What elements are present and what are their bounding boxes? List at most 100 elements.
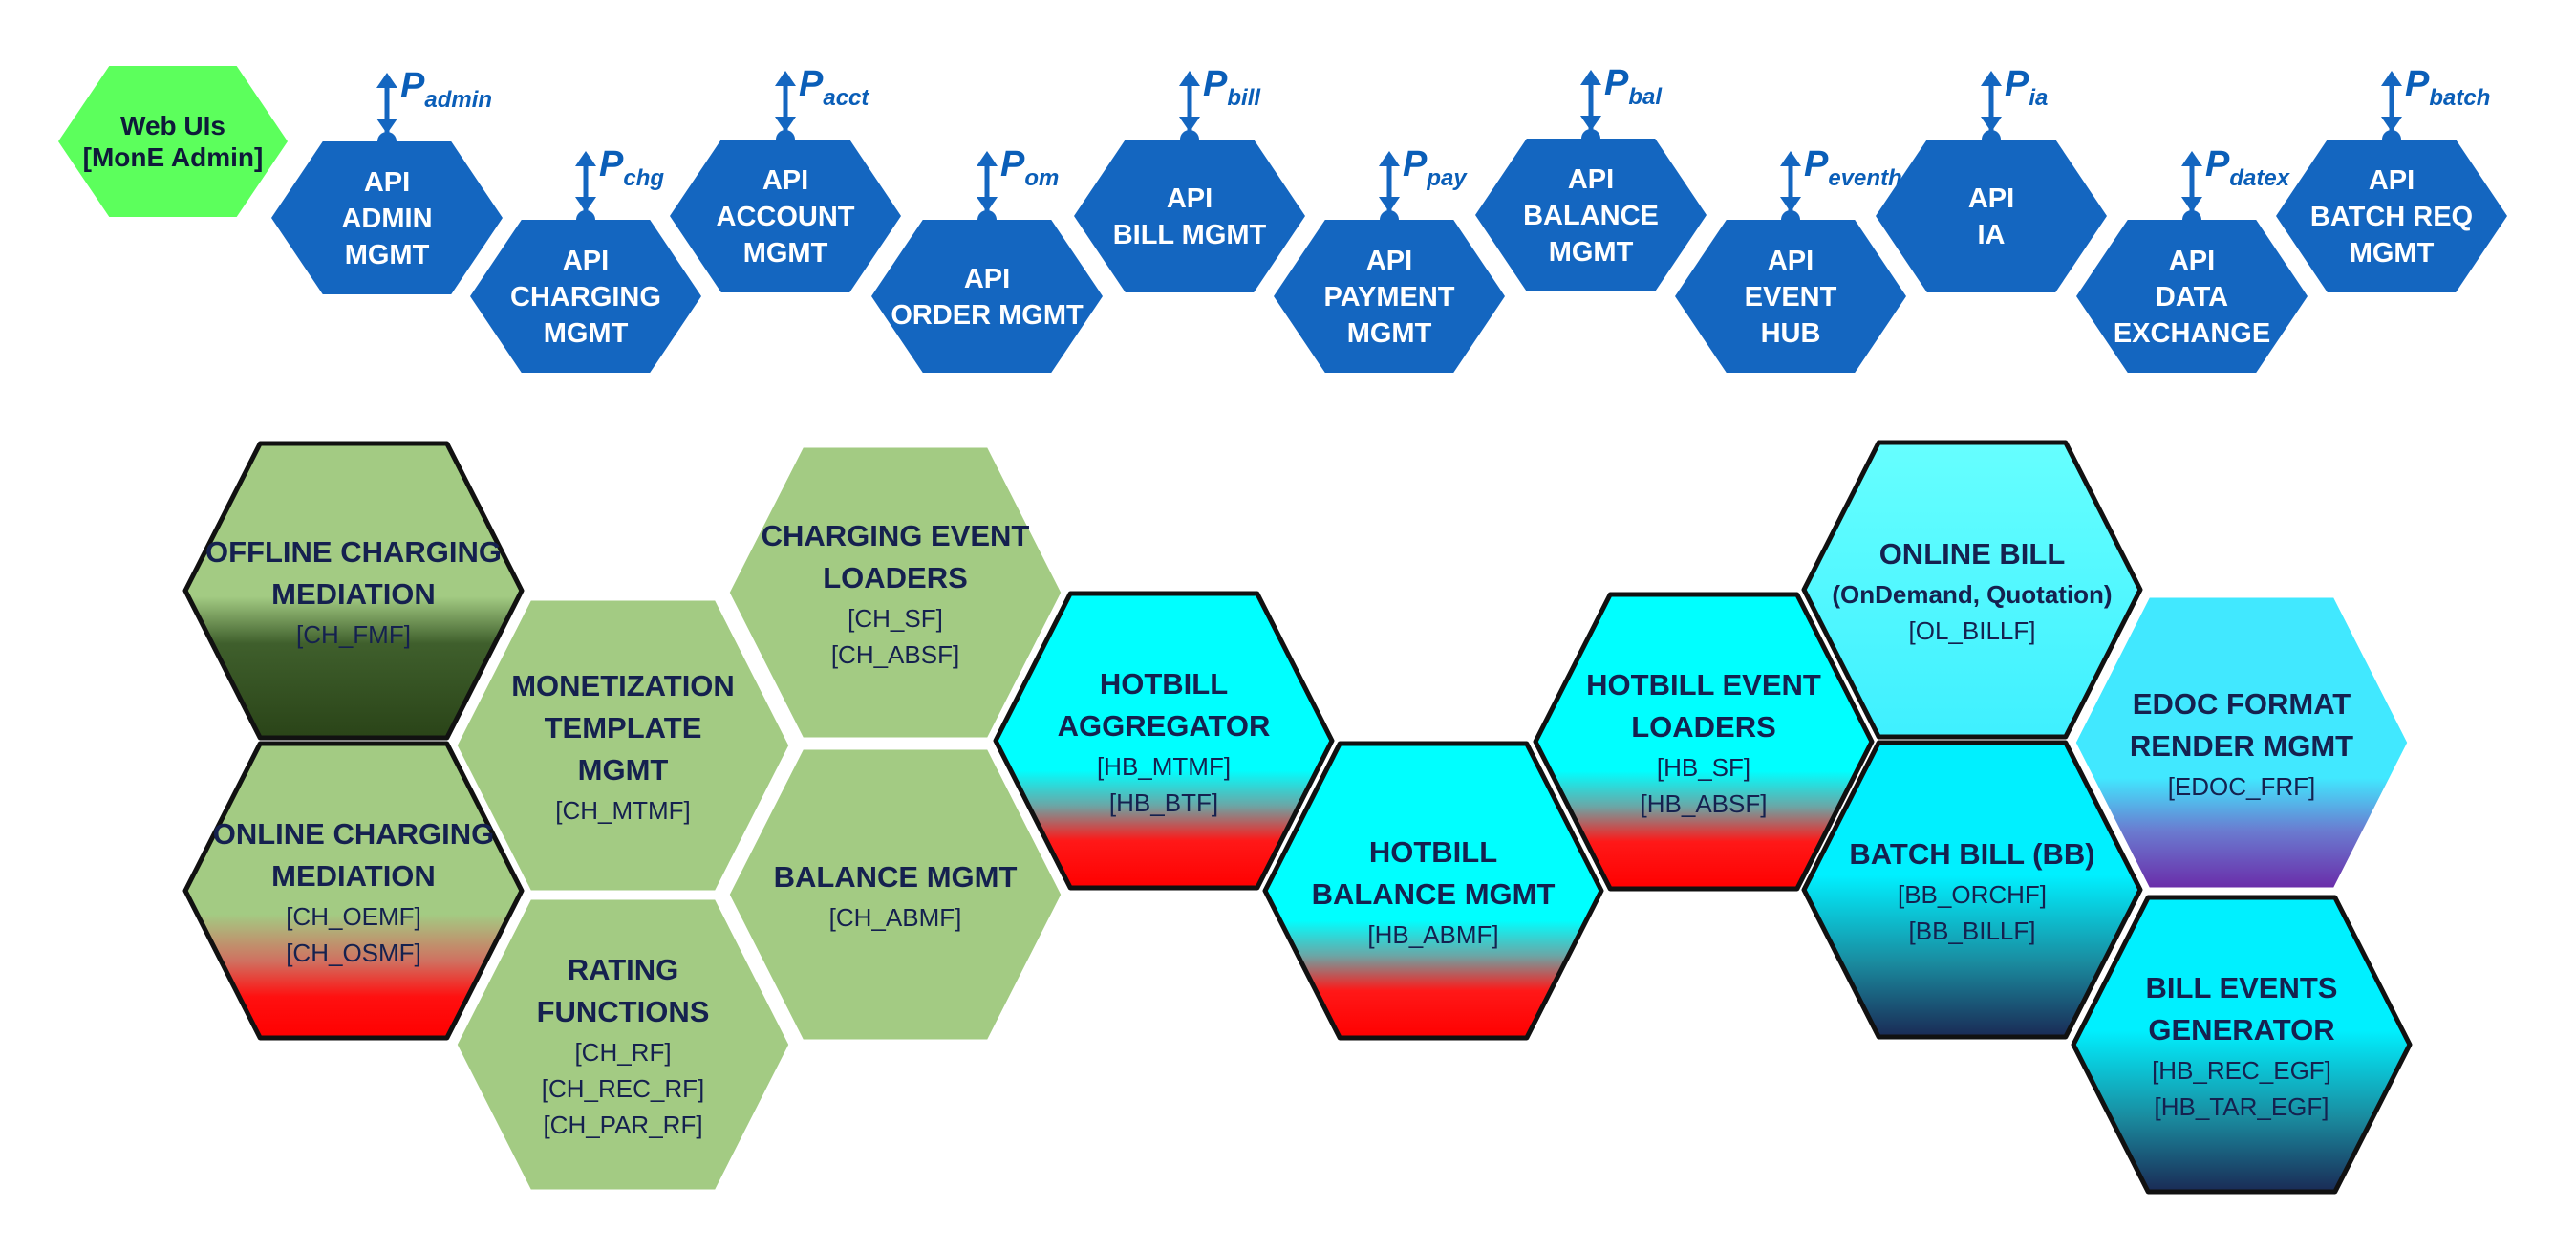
service-code: [HB_ABMF]	[1367, 920, 1498, 949]
api-balance-hexagon: Pbal API BALANCE MGMT	[1475, 63, 1707, 291]
api-account-label-line: ACCOUNT	[717, 202, 855, 232]
api-order-shape	[871, 220, 1103, 373]
service-hotbill-aggregator-hexagon: HOTBILL AGGREGATOR [HB_MTMF] [HB_BTF]	[993, 591, 1335, 891]
api-balance-label-line: BALANCE	[1523, 201, 1659, 231]
port-arrow-head-up	[1580, 70, 1601, 85]
service-title-line: OFFLINE CHARGING	[205, 535, 502, 569]
api-ia-label-line: IA	[1978, 220, 2006, 250]
port-label-main: P	[2205, 144, 2230, 184]
port-label-main: P	[400, 66, 425, 106]
service-hotbill-event-loaders-hexagon: HOTBILL EVENT LOADERS [HB_SF] [HB_ABSF]	[1533, 592, 1875, 892]
service-layer: OFFLINE CHARGING MEDIATION [CH_FMF] ONLINE …	[182, 440, 2413, 1195]
service-code: [CH_RF]	[574, 1038, 671, 1067]
service-title-line: HOTBILL	[1100, 667, 1228, 701]
port-label: Ppay	[1403, 144, 1468, 191]
port-label-sub: acct	[823, 85, 869, 111]
service-code: [CH_MTMF]	[555, 796, 691, 825]
api-datex-label-line: DATA	[2156, 282, 2228, 313]
api-order-label-line: API	[964, 264, 1010, 294]
service-title-line: BATCH BILL (BB)	[1849, 837, 2094, 871]
web-ui-label: Web UIs	[120, 111, 225, 140]
api-account-label-line: API	[762, 165, 808, 196]
port-arrow-head-down	[2181, 197, 2202, 212]
port-arrow-head-down	[1179, 117, 1200, 132]
api-eventhub-shape	[1675, 220, 1906, 373]
service-hotbill-event-loaders-shape	[1533, 592, 1875, 892]
port-label-sub: datex	[2229, 165, 2290, 191]
api-payment-shape	[1274, 220, 1505, 373]
service-title-line: HOTBILL	[1369, 835, 1497, 869]
service-code: [HB_REC_EGF]	[2152, 1056, 2331, 1085]
service-charging-event-loaders-shape	[724, 443, 1066, 743]
port-arrow-head-up	[1379, 151, 1400, 166]
service-title-line: ONLINE BILL	[1879, 537, 2066, 571]
service-rating-functions-shape	[452, 895, 794, 1195]
api-admin-shape	[271, 141, 503, 294]
port-arrow-head-down	[1780, 197, 1801, 212]
api-charging-label-line: MGMT	[544, 318, 629, 349]
service-monetization-template-mgmt-shape	[452, 595, 794, 896]
port-label-main: P	[2405, 64, 2430, 104]
service-batch-bill-hexagon: BATCH BILL (BB) [BB_ORCHF] [BB_BILLF]	[1801, 740, 2143, 1040]
port-label-sub: ia	[2029, 85, 2048, 111]
service-code: [BB_BILLF]	[1909, 917, 2036, 945]
service-title-line: LOADERS	[1631, 710, 1776, 744]
api-eventhub-label-line: HUB	[1761, 318, 1821, 349]
api-admin-hexagon: Padmin API ADMIN MGMT	[271, 66, 503, 294]
api-eventhub-label-line: API	[1768, 246, 1814, 276]
port-label-main: P	[1403, 144, 1428, 184]
service-batch-bill-shape	[1801, 740, 2143, 1040]
service-title-line: AGGREGATOR	[1058, 709, 1271, 743]
service-code: [CH_PAR_RF]	[543, 1111, 702, 1139]
port-arrow-head-down	[575, 197, 596, 212]
service-code: [CH_REC_RF]	[542, 1074, 704, 1103]
service-hotbill-balance-mgmt-hexagon: HOTBILL BALANCE MGMT [HB_ABMF]	[1262, 741, 1604, 1041]
service-offline-charging-mediation-shape	[182, 441, 525, 741]
web-ui-hexagon: Web UIs[MonE Admin]	[58, 66, 288, 217]
api-order-hexagon: Pom API ORDER MGMT	[871, 144, 1103, 373]
api-order-label-line: ORDER MGMT	[891, 300, 1084, 331]
api-payment-hexagon: Ppay API PAYMENT MGMT	[1274, 144, 1505, 373]
port-arrow-head-up	[1179, 71, 1200, 86]
port-label-main: P	[1804, 144, 1829, 184]
port-label-main: P	[799, 64, 824, 104]
service-edoc-format-render-mgmt-shape	[2071, 593, 2413, 893]
port-arrow-head-down	[376, 119, 397, 134]
service-code: [CH_FMF]	[296, 620, 411, 649]
service-edoc-format-render-mgmt-hexagon: EDOC FORMAT RENDER MGMT [EDOC_FRF]	[2071, 593, 2413, 893]
port-arrow-head-up	[1780, 151, 1801, 166]
web-ui-sublabel: [MonE Admin]	[83, 142, 264, 172]
service-code: [HB_MTMF]	[1097, 752, 1231, 781]
api-admin-label-line: ADMIN	[341, 204, 432, 234]
port-label: Pdatex	[2205, 144, 2291, 191]
api-balance-shape	[1475, 139, 1707, 291]
api-charging-label-line: API	[563, 246, 609, 276]
api-bill-hexagon: Pbill API BILL MGMT	[1074, 64, 1305, 292]
api-datex-label-line: API	[2169, 246, 2215, 276]
service-title-line: HOTBILL EVENT	[1586, 668, 1821, 702]
service-title-line: ONLINE CHARGING	[213, 817, 495, 851]
service-title-line: MGMT	[578, 753, 669, 787]
port-arrow-head-up	[2381, 71, 2402, 86]
api-balance-label-line: MGMT	[1549, 237, 1634, 268]
api-payment-label-line: API	[1366, 246, 1412, 276]
api-bill-label-line: BILL MGMT	[1113, 220, 1267, 250]
port-label-sub: batch	[2429, 85, 2490, 111]
service-title-line: EDOC FORMAT	[2133, 687, 2351, 721]
port-arrow-head-down	[1981, 117, 2002, 132]
port-label: Pbal	[1604, 63, 1663, 110]
api-batch-label-line: MGMT	[2350, 238, 2435, 269]
service-monetization-template-mgmt-hexagon: MONETIZATION TEMPLATE MGMT [CH_MTMF]	[452, 595, 794, 896]
port-label-main: P	[1604, 63, 1629, 103]
port-label: Pom	[1000, 144, 1059, 191]
service-title-line: RENDER MGMT	[2130, 729, 2353, 763]
service-title-line: FUNCTIONS	[537, 995, 710, 1028]
service-title-line: BALANCE MGMT	[774, 860, 1018, 894]
service-code: [HB_SF]	[1657, 753, 1750, 782]
service-code: [CH_ABSF]	[831, 640, 959, 669]
service-online-bill-shape	[1801, 440, 2143, 740]
service-title-line: CHARGING EVENT	[762, 519, 1030, 552]
api-layer: PadminAPIADMINMGMTPchgAPICHARGINGMGMTPac…	[271, 63, 2507, 373]
